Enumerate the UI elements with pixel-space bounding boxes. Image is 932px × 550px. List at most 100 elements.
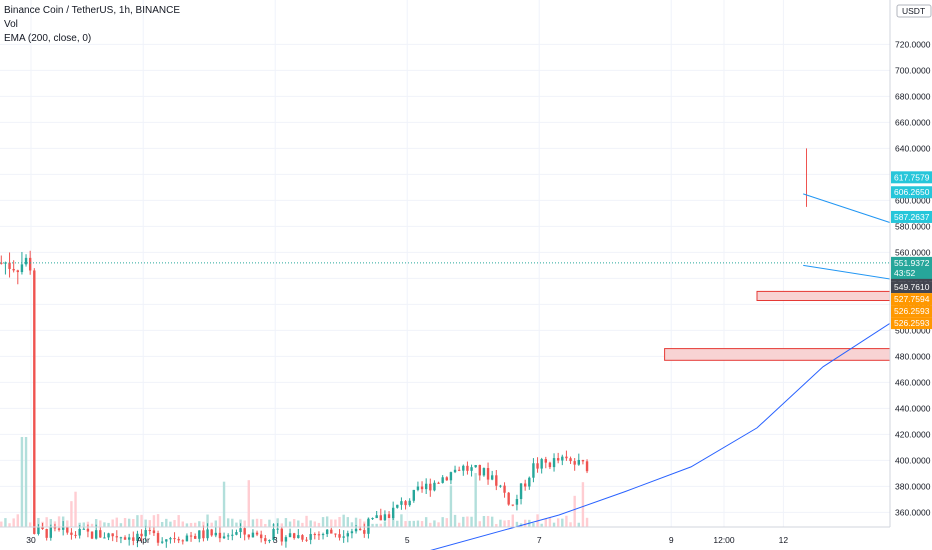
volume-bar (581, 482, 585, 527)
volume-bar (288, 521, 292, 527)
candle-body (408, 500, 411, 506)
price-tag-label: 526.2593 (894, 318, 930, 328)
volume-bar (284, 518, 288, 527)
volume-bar (28, 522, 32, 527)
volume-bar (136, 515, 139, 527)
candle-body (548, 462, 552, 468)
volume-bar (90, 523, 94, 527)
candle-body (119, 537, 123, 539)
y-tick-label: 400.0000 (895, 455, 931, 465)
price-axis[interactable]: 720.0000 700.0000 680.0000 660.0000 640.0000… (889, 0, 932, 550)
volume-bar (486, 515, 490, 527)
candle-body (165, 539, 168, 542)
candle-body (379, 515, 382, 521)
volume-bar (86, 521, 90, 527)
volume-bar (297, 520, 300, 527)
candle-body (371, 518, 374, 520)
y-tick-label: 420.0000 (895, 429, 931, 439)
candle-body (202, 530, 205, 539)
ema-legend[interactable]: EMA (200, close, 0) (4, 33, 92, 44)
price-tag-bg (891, 281, 932, 294)
currency-box (896, 4, 932, 18)
y-tick-label: 480.0000 (895, 351, 931, 361)
volume-bar (495, 523, 498, 527)
volume-bar (433, 520, 436, 527)
candle-body (400, 501, 403, 505)
candle-body (103, 537, 106, 539)
candle-body (499, 485, 502, 487)
volume-bar (437, 522, 440, 527)
volume-bar (429, 522, 432, 527)
volume-bar (375, 523, 378, 527)
candle-body (342, 536, 345, 538)
candle-body (206, 529, 209, 539)
volume-bar (396, 520, 399, 527)
candle-body (255, 532, 259, 535)
volume-bar (222, 481, 226, 527)
volume-bar (177, 515, 180, 527)
candle-body (437, 482, 440, 484)
candle-body (334, 533, 337, 535)
candle-body (375, 515, 378, 519)
volume-bar (445, 518, 448, 527)
candle-body (309, 534, 312, 540)
volume-bar (313, 521, 316, 527)
volume-bar (416, 520, 420, 527)
volume-bar (169, 521, 172, 527)
volume-bar (561, 518, 564, 527)
candle-body (247, 534, 250, 538)
volume-bar (453, 514, 457, 527)
candle-body (226, 535, 230, 537)
volume-bars (0, 437, 589, 527)
volume-bar (193, 522, 197, 527)
x-tick-label: 5 (405, 535, 410, 545)
volume-bar (37, 517, 40, 527)
candle-body (358, 528, 362, 531)
candle-body (528, 477, 531, 487)
volume-bar (107, 522, 110, 527)
volume-bar (214, 520, 217, 527)
volume-bar (119, 523, 123, 527)
volume-bar (556, 518, 560, 527)
candle-body (4, 262, 7, 264)
volume-bar (391, 515, 395, 527)
candle-body (193, 536, 197, 539)
volume-bar (424, 517, 428, 527)
volume-bar (379, 523, 382, 527)
volume-bar (243, 520, 246, 527)
volume-bar (462, 516, 465, 527)
candle-body (107, 533, 110, 538)
volume-bar (218, 516, 222, 527)
symbol-title[interactable]: Binance Coin / TetherUS, 1h, BINANCE (4, 5, 181, 16)
candle-body (189, 535, 193, 537)
candle-body (441, 477, 444, 483)
candle-body (367, 519, 370, 534)
volume-bar (268, 519, 271, 527)
y-tick-label: 560.0000 (895, 247, 931, 257)
candle-body (363, 530, 366, 534)
volume-bar (20, 437, 24, 527)
candle-body (239, 528, 242, 533)
volume-bar (8, 523, 11, 527)
candle-body (519, 483, 523, 500)
candle-body (292, 533, 296, 539)
candle-body (169, 538, 172, 540)
candle-body (156, 533, 160, 543)
candle-body (284, 537, 288, 542)
candle-body (565, 456, 568, 459)
candle-body (0, 262, 3, 264)
volume-bar (132, 519, 135, 527)
candle-body (453, 469, 457, 473)
volume-bar (235, 522, 238, 527)
volume-bar (354, 517, 358, 527)
volume-bar (577, 522, 580, 527)
volume-bar (78, 522, 81, 527)
candle-body (301, 535, 304, 540)
candle-body (391, 507, 395, 519)
time-axis[interactable]: 30 Apr 3 5 7 9 12:00 12 (0, 526, 890, 545)
drawings: 528.7595479.7560 (0, 193, 932, 550)
volume-bar (111, 519, 114, 527)
candle-body (321, 534, 325, 536)
volume-legend[interactable]: Vol (4, 19, 18, 30)
